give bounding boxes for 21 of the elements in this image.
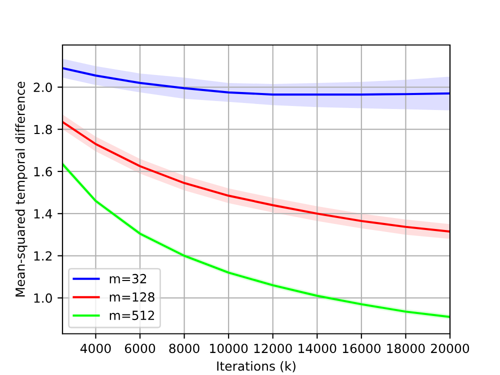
x-tick-label: 16000 <box>342 344 380 354</box>
y-tick-label: 1.0 <box>34 293 52 303</box>
x-tick-label: 18000 <box>387 344 425 354</box>
y-axis-title: Mean-squared temporal difference <box>15 82 28 296</box>
y-tick-label: 1.6 <box>34 166 52 176</box>
legend-label: m=128 <box>110 292 154 302</box>
x-tick-label: 10000 <box>210 344 248 354</box>
y-tick-label: 1.4 <box>34 209 52 218</box>
x-tick-label: 8000 <box>169 344 200 354</box>
x-tick-label: 4000 <box>80 344 111 354</box>
y-tick-label: 1.2 <box>34 251 52 261</box>
legend-label: m=32 <box>110 274 146 284</box>
y-tick-label: 1.8 <box>34 124 52 134</box>
x-tick-label: 6000 <box>124 344 156 354</box>
line-series <box>62 67 450 96</box>
x-tick-label: 14000 <box>298 344 336 354</box>
x-axis-title: Iterations (k) <box>217 361 296 372</box>
legend-label: m=512 <box>110 310 154 320</box>
x-tick-label: 12000 <box>254 344 292 354</box>
y-tick-label: 2.0 <box>34 82 52 92</box>
x-tick-label: 20000 <box>431 344 470 354</box>
